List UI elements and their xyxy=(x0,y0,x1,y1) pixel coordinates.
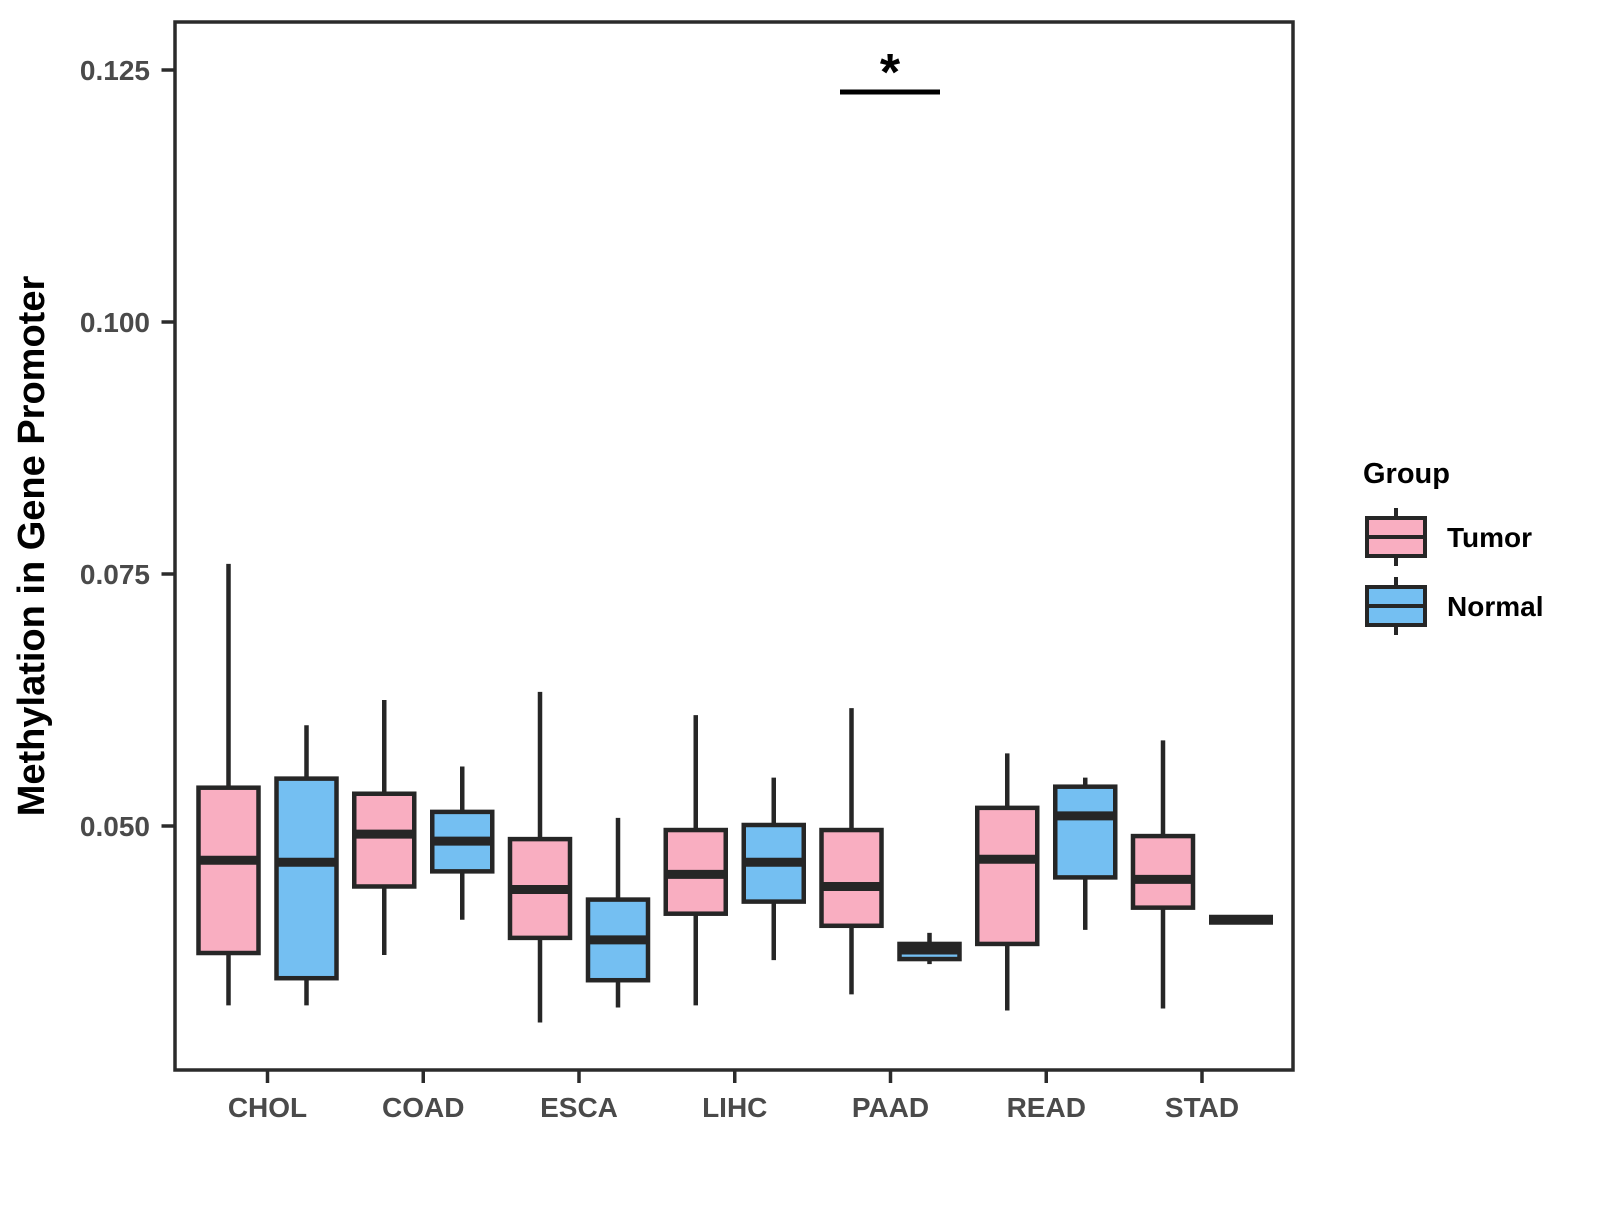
box-paad-tumor xyxy=(819,827,884,929)
boxplot-esca-normal xyxy=(585,817,651,1008)
boxplot-lihc-normal xyxy=(741,777,806,961)
boxplot-coad-normal xyxy=(430,766,495,920)
boxplot-read-normal xyxy=(1053,777,1118,930)
boxplot-stad-tumor xyxy=(1130,740,1196,1009)
box-read-normal xyxy=(1053,784,1118,880)
legend-key-normal: Normal xyxy=(1365,577,1543,635)
legend-key-tumor: Tumor xyxy=(1365,508,1532,566)
boxplot-esca-tumor xyxy=(507,691,573,1023)
boxes-layer xyxy=(196,563,1273,1023)
box-stad-tumor xyxy=(1130,833,1196,910)
x-tick-label-chol: CHOL xyxy=(228,1092,307,1123)
y-tick-label-0.050: 0.050 xyxy=(80,811,150,842)
box-chol-tumor xyxy=(196,785,261,956)
significance-star: * xyxy=(880,44,901,102)
legend-label-tumor: Tumor xyxy=(1447,522,1532,553)
legend-label-normal: Normal xyxy=(1447,591,1543,622)
boxplot-read-tumor xyxy=(975,753,1040,1011)
x-tick-label-lihc: LIHC xyxy=(702,1092,767,1123)
significance-annotation: * xyxy=(840,44,940,102)
legend: Group Tumor Normal xyxy=(1363,458,1543,635)
boxplot-chol-normal xyxy=(274,725,339,1006)
boxplot-lihc-tumor xyxy=(663,715,728,1006)
box-read-tumor xyxy=(975,805,1040,947)
y-axis-title: Methylation in Gene Promoter xyxy=(11,276,53,817)
box-chol-normal xyxy=(274,776,339,981)
boxplot-paad-normal xyxy=(897,932,962,965)
x-tick-label-read: READ xyxy=(1007,1092,1086,1123)
y-tick-label-0.125: 0.125 xyxy=(80,55,150,86)
axes-layer: 0.125 0.100 0.075 0.050 CHOL COAD ESCA LIHC PAAD… xyxy=(80,55,1239,1123)
box-coad-tumor xyxy=(352,791,417,889)
y-tick-label-0.100: 0.100 xyxy=(80,307,150,338)
x-tick-label-coad: COAD xyxy=(382,1092,464,1123)
x-tick-label-paad: PAAD xyxy=(852,1092,929,1123)
y-tick-label-0.075: 0.075 xyxy=(80,559,150,590)
panel-border xyxy=(173,20,1295,1072)
legend-title: Group xyxy=(1363,458,1450,490)
boxplot-chol-tumor xyxy=(196,563,261,1006)
boxplot-paad-tumor xyxy=(819,708,884,995)
x-tick-label-esca: ESCA xyxy=(540,1092,618,1123)
boxplot-coad-tumor xyxy=(352,700,417,956)
x-tick-label-stad: STAD xyxy=(1165,1092,1239,1123)
